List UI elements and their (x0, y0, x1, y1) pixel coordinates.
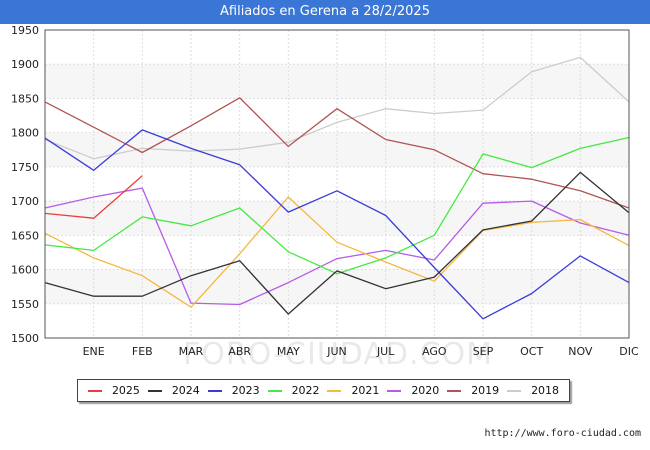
x-tick-label: MAR (179, 345, 204, 358)
x-tick-label: JUL (376, 345, 395, 358)
y-tick-label: 1550 (11, 298, 39, 311)
legend-label: 2022 (291, 384, 320, 397)
legend-label: 2018 (531, 384, 560, 397)
legend-label: 2023 (231, 384, 260, 397)
chart-title: Afiliados en Gerena a 28/2/2025 (0, 0, 650, 24)
x-tick-label: OCT (520, 345, 543, 358)
y-tick-label: 1900 (11, 58, 39, 71)
legend-item-2022: 2022 (267, 384, 320, 397)
legend-item-2021: 2021 (327, 384, 379, 397)
legend-item-2019: 2019 (447, 384, 499, 397)
series-line-2020 (44, 187, 630, 306)
series-line-2021 (44, 196, 630, 308)
source-url: http://www.foro-ciudad.com (484, 428, 641, 439)
legend-swatch (387, 389, 402, 392)
legend-label: 2019 (471, 384, 500, 397)
x-tick-label: AGO (422, 345, 447, 358)
y-tick-label: 1750 (11, 161, 39, 174)
legend-label: 2021 (351, 384, 380, 397)
x-tick-label: ABR (228, 345, 251, 358)
legend-item-2024: 2024 (147, 384, 200, 397)
y-tick-label: 1950 (11, 24, 39, 37)
legend-swatch (267, 389, 282, 392)
legend-swatch (147, 389, 162, 392)
legend-item-2023: 2023 (207, 384, 260, 397)
series-line-2024 (44, 171, 630, 315)
series-line-2018 (44, 56, 630, 160)
legend-swatch (207, 389, 222, 392)
x-tick-label: JUN (326, 345, 347, 358)
x-tick-label: FEB (132, 345, 153, 358)
legend-swatch (327, 389, 342, 392)
plot-frame (44, 29, 630, 339)
series-line-2025 (44, 175, 143, 219)
legend-item-2020: 2020 (387, 384, 439, 397)
y-tick-label: 1700 (11, 195, 39, 208)
legend-item-2025: 2025 (87, 384, 140, 397)
x-tick-label: ENE (83, 345, 105, 358)
line-chart: FORO-CIUDAD.COM 1500 1550 1600 1650 1700 1750… (11, 24, 639, 372)
legend-item-2018: 2018 (507, 384, 559, 397)
watermark-text: FORO-CIUDAD.COM (183, 337, 493, 372)
legend-swatch (447, 389, 462, 392)
legend-label: 2020 (411, 384, 440, 397)
x-tick-label: NOV (568, 345, 593, 358)
legend-label: 2025 (111, 384, 140, 397)
chart-legend: 2025 2024 2023 2022 2021 2020 2019 2018 (77, 379, 570, 402)
x-tick-label: DIC (619, 345, 639, 358)
y-tick-label: 1800 (11, 127, 39, 140)
x-tick-label: SEP (473, 345, 494, 358)
legend-label: 2024 (171, 384, 200, 397)
legend-swatch (87, 389, 102, 392)
plot-band (45, 64, 629, 99)
y-tick-label: 1850 (11, 92, 39, 105)
y-tick-label: 1650 (11, 229, 39, 242)
series-line-2019 (44, 97, 630, 209)
legend-swatch (507, 389, 522, 392)
series-line-2023 (44, 129, 630, 320)
x-tick-label: MAY (277, 345, 300, 358)
series-line-2022 (44, 136, 630, 275)
y-tick-label: 1600 (11, 264, 39, 277)
y-tick-label: 1500 (11, 332, 39, 345)
